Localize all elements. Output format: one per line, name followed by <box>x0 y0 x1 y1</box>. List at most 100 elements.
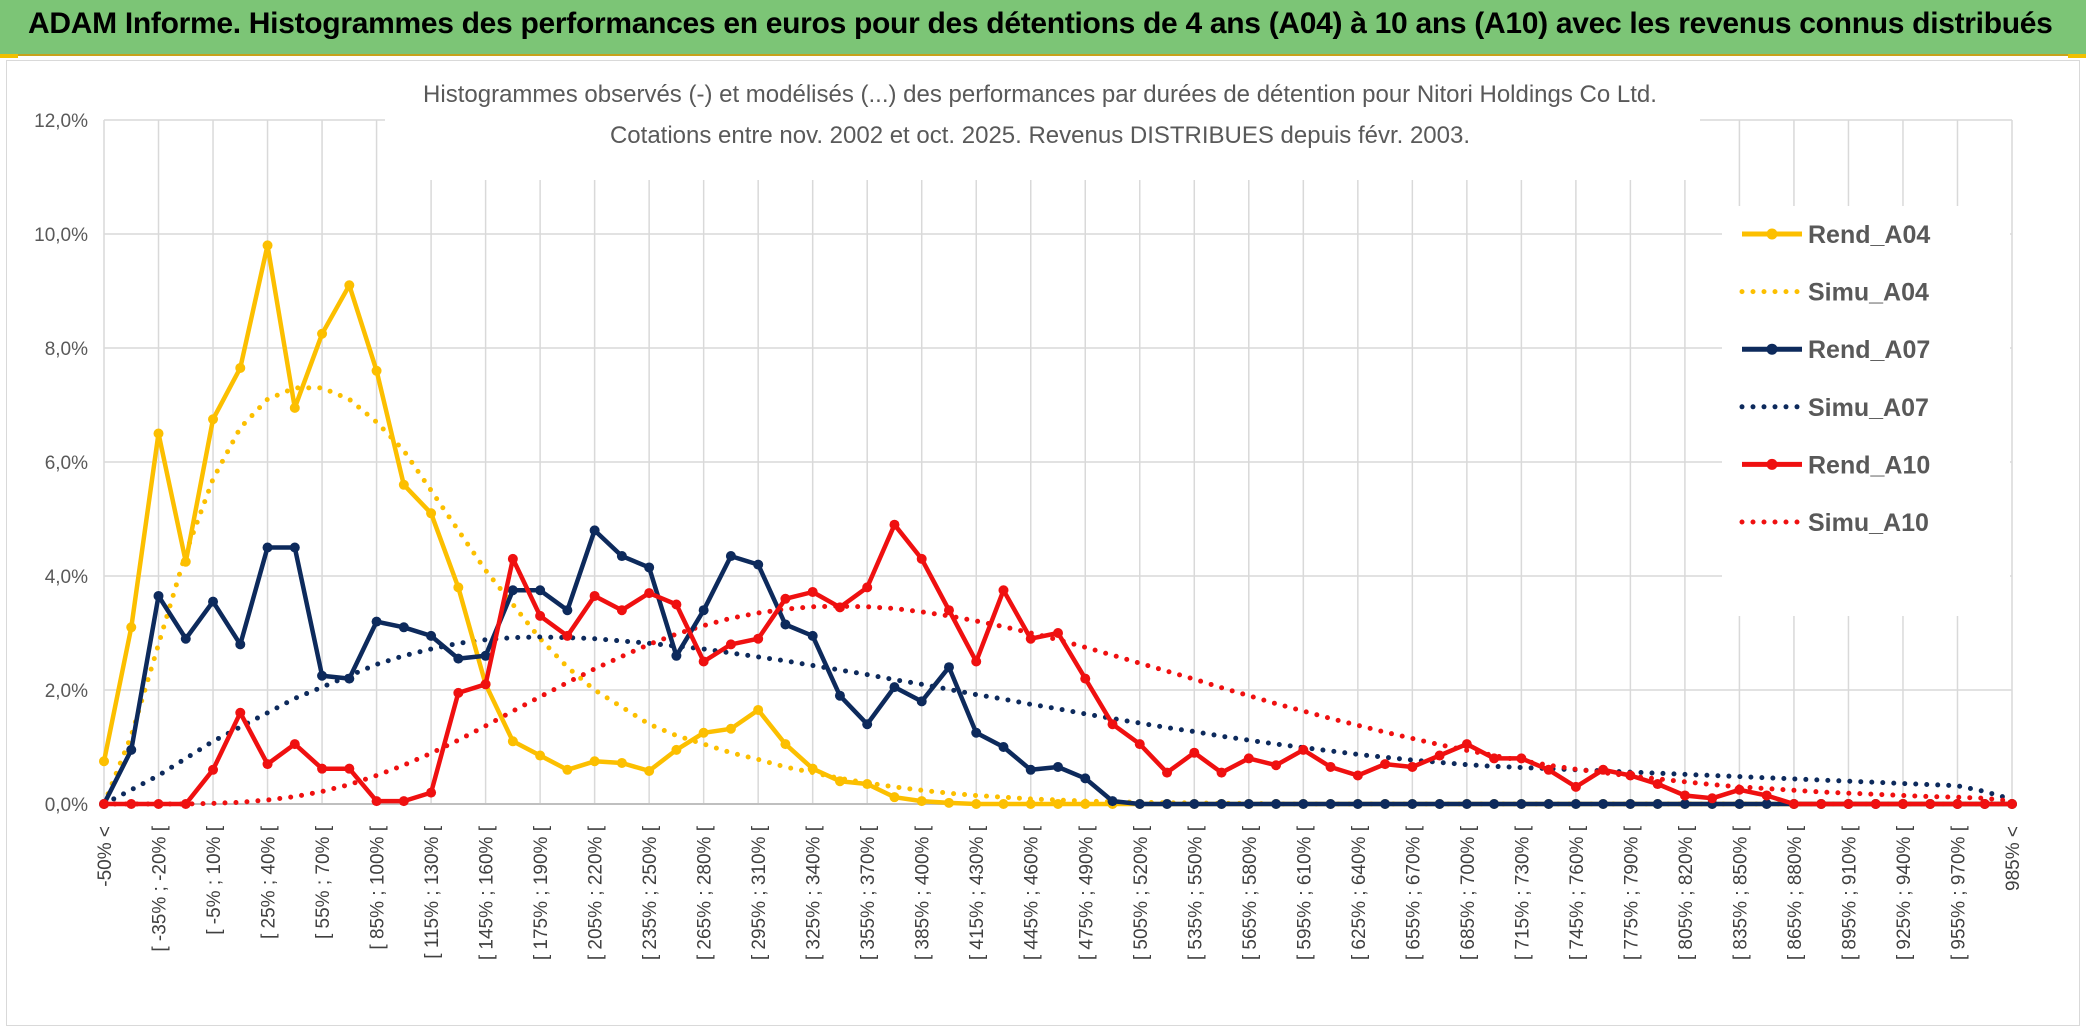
data-point-rend-a10 <box>480 679 491 690</box>
data-point-rend-a07 <box>1543 799 1554 809</box>
data-point-rend-a07 <box>725 551 736 562</box>
data-point-rend-a04 <box>889 792 900 803</box>
x-tick-label: [ 505% ; 520% [ <box>1131 825 1152 960</box>
data-point-rend-a10 <box>1679 790 1690 801</box>
data-point-rend-a10 <box>1162 767 1173 778</box>
data-point-rend-a07 <box>1380 799 1391 809</box>
data-point-rend-a07 <box>1434 799 1445 809</box>
data-point-rend-a10 <box>289 739 300 750</box>
data-point-rend-a07 <box>998 742 1009 752</box>
legend-background <box>1722 206 2010 616</box>
data-point-rend-a10 <box>1461 739 1472 750</box>
data-point-rend-a10 <box>453 687 464 698</box>
x-tick-label: [ 265% ; 280% [ <box>695 825 716 960</box>
data-point-rend-a07 <box>317 670 328 681</box>
data-point-rend-a07 <box>208 596 219 607</box>
data-point-rend-a04 <box>235 362 246 373</box>
chart-title: Histogrammes observés (-) et modélisés (… <box>423 81 1657 108</box>
x-tick-label: [ -5% ; 10% [ <box>204 825 225 934</box>
data-point-rend-a10 <box>371 796 382 807</box>
data-point-rend-a07 <box>1761 799 1772 809</box>
data-point-rend-a10 <box>2007 799 2017 809</box>
x-tick-label: [ 235% ; 250% [ <box>640 825 661 960</box>
data-point-rend-a10 <box>1434 750 1445 761</box>
report-title: ADAM Informe. Histogrammes des performan… <box>28 7 2053 40</box>
corner-accent-right <box>2068 54 2086 58</box>
data-point-rend-a10 <box>1325 761 1336 772</box>
data-point-rend-a07 <box>1516 799 1527 809</box>
data-point-rend-a10 <box>1734 784 1745 795</box>
data-point-rend-a04 <box>671 744 682 755</box>
data-point-rend-a10 <box>235 707 246 718</box>
data-point-rend-a07 <box>398 622 409 633</box>
data-point-rend-a10 <box>1189 747 1200 758</box>
data-point-rend-a07 <box>1216 799 1227 809</box>
data-point-rend-a10 <box>753 633 764 644</box>
data-point-rend-a04 <box>780 739 791 750</box>
data-point-rend-a07 <box>1243 799 1254 809</box>
data-point-rend-a07 <box>262 542 273 553</box>
x-axis-tick-labels: -50% < [ -35% ; -20% [[ -5% ; 10% [[ 25% … <box>95 825 2024 960</box>
x-tick-label: [ 385% ; 400% [ <box>913 825 934 960</box>
legend-label-rend-a07: Rend_A07 <box>1808 336 1930 364</box>
data-point-rend-a07 <box>1570 799 1581 809</box>
data-point-rend-a04 <box>535 750 546 761</box>
y-tick-label: 4,0% <box>45 567 88 588</box>
data-point-rend-a07 <box>1352 799 1363 809</box>
data-point-rend-a04 <box>698 727 709 738</box>
data-point-rend-a10 <box>971 656 982 667</box>
data-point-rend-a10 <box>1707 793 1718 804</box>
data-point-rend-a07 <box>1407 799 1418 809</box>
data-point-rend-a10 <box>589 590 600 601</box>
x-tick-label: [ 55% ; 70% [ <box>313 825 334 939</box>
data-point-rend-a07 <box>1107 796 1118 807</box>
x-tick-label: 985% < <box>2003 826 2024 891</box>
data-point-rend-a10 <box>807 586 818 597</box>
chart-subtitle: Cotations entre nov. 2002 et oct. 2025. … <box>610 122 1470 149</box>
data-point-rend-a10 <box>1516 753 1527 764</box>
y-tick-label: 6,0% <box>45 453 88 474</box>
data-point-rend-a10 <box>1271 760 1282 771</box>
x-tick-label: [ 25% ; 40% [ <box>259 825 280 939</box>
data-point-rend-a07 <box>1679 799 1690 809</box>
data-point-rend-a07 <box>235 639 246 650</box>
data-point-rend-a07 <box>834 690 845 701</box>
data-point-rend-a10 <box>1216 767 1227 778</box>
data-point-rend-a07 <box>698 605 709 616</box>
data-point-rend-a04 <box>153 428 164 439</box>
legend-marker-rend-a07 <box>1766 343 1778 355</box>
data-point-rend-a04 <box>943 797 954 808</box>
data-point-rend-a07 <box>371 616 382 627</box>
data-point-rend-a04 <box>126 622 137 633</box>
data-point-rend-a10 <box>1243 753 1254 764</box>
data-point-rend-a10 <box>1816 799 1827 809</box>
x-tick-label: [ 205% ; 220% [ <box>586 825 607 960</box>
y-tick-label: 10,0% <box>34 225 88 246</box>
data-point-rend-a10 <box>1598 764 1609 775</box>
data-point-rend-a07 <box>616 551 627 562</box>
data-point-rend-a07 <box>1189 799 1200 809</box>
data-point-rend-a10 <box>180 799 191 809</box>
data-point-rend-a07 <box>453 653 464 664</box>
x-tick-label: [ 325% ; 340% [ <box>804 825 825 960</box>
data-point-rend-a07 <box>1053 761 1063 772</box>
data-point-rend-a10 <box>943 605 954 616</box>
data-point-rend-a10 <box>1407 761 1418 772</box>
data-point-rend-a04 <box>453 582 464 593</box>
title-background <box>385 80 1700 180</box>
data-point-rend-a04 <box>589 756 600 767</box>
data-point-rend-a07 <box>1489 799 1500 809</box>
data-point-rend-a04 <box>1080 799 1091 809</box>
legend-label-simu-a04: Simu_A04 <box>1808 279 1929 307</box>
data-point-rend-a07 <box>480 650 491 661</box>
data-point-rend-a10 <box>208 764 219 775</box>
data-point-rend-a10 <box>998 585 1009 596</box>
series-lines <box>99 240 2017 809</box>
data-point-rend-a10 <box>916 553 927 564</box>
data-point-rend-a04 <box>916 796 927 807</box>
data-point-rend-a10 <box>99 799 109 809</box>
data-point-rend-a04 <box>753 704 764 715</box>
x-tick-label: [ 145% ; 160% [ <box>477 825 498 960</box>
x-tick-label: -50% < <box>95 826 116 887</box>
data-point-rend-a10 <box>1952 799 1963 809</box>
